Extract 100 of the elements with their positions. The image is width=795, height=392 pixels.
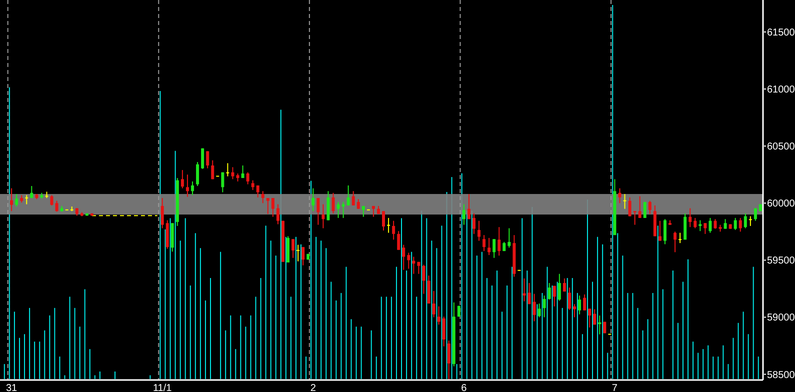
candlestick (241, 164, 244, 179)
candlestick (196, 162, 200, 187)
candlestick (498, 226, 501, 256)
candlestick (427, 275, 430, 304)
y-tick-label: 61000 (767, 84, 795, 96)
candlestick (10, 188, 14, 212)
candlestick (387, 217, 390, 234)
candlestick (397, 230, 400, 250)
candlestick (15, 193, 18, 208)
candlestick (352, 190, 355, 206)
candlestick (231, 166, 234, 180)
candlestick (221, 172, 224, 193)
x-tick-label: 2 (310, 383, 316, 392)
candlestick (266, 197, 270, 214)
candlestick (708, 217, 712, 234)
candlestick (160, 197, 164, 229)
candlestick (292, 238, 295, 258)
candlestick (316, 197, 320, 226)
candlestick (261, 190, 264, 204)
candlestick (633, 210, 636, 226)
y-tick-label: 60000 (767, 198, 795, 210)
candlestick (402, 244, 406, 270)
candlestick (508, 228, 511, 248)
candlestick (628, 196, 632, 217)
candlestick (432, 290, 436, 318)
candlestick (462, 204, 466, 226)
candlestick (663, 218, 666, 245)
candlestick (467, 193, 470, 220)
candlestick (226, 162, 230, 177)
candlestick (704, 222, 707, 234)
candlestick (211, 160, 214, 180)
candlestick (542, 295, 546, 318)
candlestick (312, 188, 315, 212)
candlestick (583, 294, 586, 311)
candlestick (538, 303, 541, 318)
candlestick (437, 306, 440, 326)
candlestick (206, 150, 210, 169)
candlestick (346, 184, 350, 206)
candlestick (332, 192, 335, 214)
y-tick-label: 59500 (767, 256, 795, 267)
candlestick (578, 295, 582, 315)
candlestick (276, 204, 280, 225)
candlestick (251, 180, 254, 190)
candlestick (688, 208, 692, 228)
candlestick (392, 220, 396, 240)
candlestick (422, 264, 426, 294)
candlestick (684, 212, 687, 240)
candlestick (180, 170, 184, 189)
candlestick (246, 172, 250, 185)
candlestick (714, 218, 717, 230)
candlestick (678, 232, 682, 244)
x-tick-label: 11/1 (152, 383, 172, 392)
candlestick (754, 208, 757, 222)
candlestick (618, 188, 622, 204)
candlestick (50, 194, 54, 206)
candlestick (724, 218, 727, 230)
candlestick (638, 196, 642, 218)
candlestick (698, 220, 702, 232)
y-tick-label: 58500 (767, 370, 795, 381)
candlestick (593, 308, 596, 326)
candlestick (648, 200, 652, 214)
candlestick (532, 293, 536, 322)
x-tick-label: 31 (6, 383, 18, 392)
x-tick-label: 7 (612, 383, 618, 392)
candlestick (296, 244, 300, 262)
candlestick (322, 204, 325, 229)
candlestick (447, 340, 450, 380)
y-tick-label: 59000 (767, 312, 795, 324)
candlestick (492, 238, 496, 258)
candlestick (302, 246, 305, 266)
candlestick (326, 190, 330, 221)
candlestick (674, 231, 677, 253)
candlestick (166, 220, 169, 250)
candlestick (748, 216, 752, 226)
candlestick (623, 193, 626, 210)
y-tick-label: 60500 (767, 142, 795, 153)
candlestick (568, 287, 571, 310)
candlestick (201, 148, 204, 170)
candlestick (738, 217, 742, 232)
candlestick (442, 316, 446, 347)
candlestick (658, 220, 662, 242)
candlestick (478, 220, 481, 242)
candlestick (552, 285, 556, 307)
candlestick (548, 282, 551, 300)
candlestick (472, 212, 476, 234)
candlestick (734, 217, 737, 230)
x-tick-label: 6 (461, 383, 468, 392)
candlestick (528, 282, 531, 305)
candlestick (694, 217, 697, 229)
candlestick (482, 234, 486, 252)
candlestick (488, 237, 491, 256)
candlestick (382, 210, 385, 232)
y-tick-label: 61500 (767, 27, 795, 38)
candlestick (336, 201, 340, 218)
candlestick (186, 174, 189, 198)
candlestick (558, 273, 561, 302)
candlestick (271, 197, 274, 218)
candlestick (55, 200, 58, 212)
candlestick (643, 201, 646, 218)
candlestick (744, 212, 747, 229)
